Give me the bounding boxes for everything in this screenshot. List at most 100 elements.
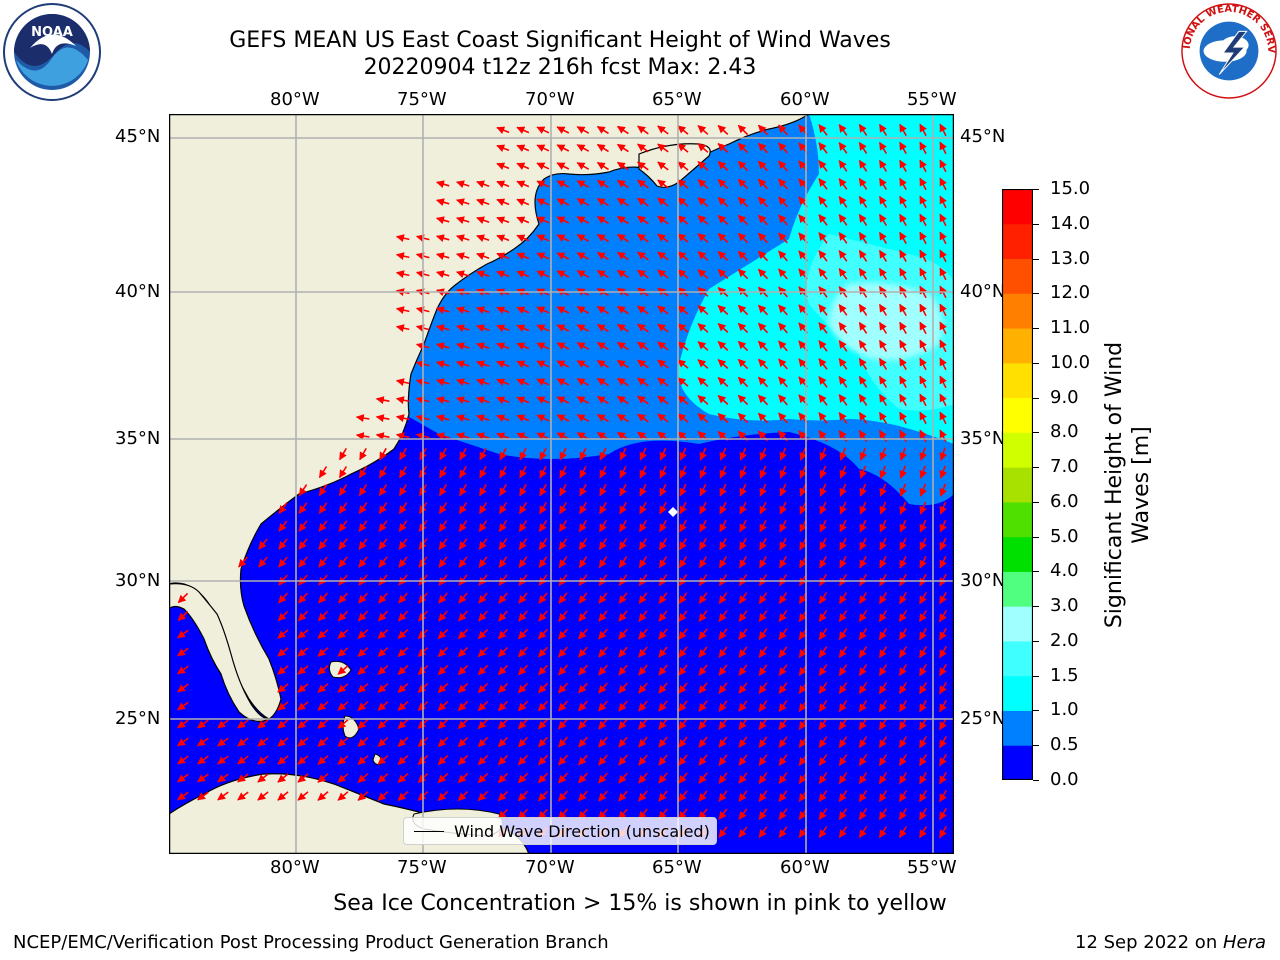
wave-direction-arrow — [838, 646, 848, 659]
wave-direction-arrow — [638, 736, 648, 748]
wave-direction-arrow — [398, 610, 408, 622]
wave-direction-arrow — [616, 359, 629, 369]
wave-direction-arrow — [318, 556, 328, 568]
wave-direction-arrow — [576, 396, 590, 404]
wave-direction-arrow — [878, 664, 888, 677]
wave-direction-arrow — [678, 718, 688, 730]
footer-left: NCEP/EMC/Verification Post Processing Pr… — [13, 932, 609, 953]
wave-direction-arrow — [697, 413, 709, 423]
wave-direction-arrow — [458, 556, 468, 568]
wave-direction-arrow — [598, 610, 608, 622]
wave-direction-arrow — [898, 664, 908, 677]
wave-direction-arrow — [778, 412, 788, 424]
wave-direction-arrow — [759, 501, 767, 515]
wave-direction-arrow — [697, 197, 709, 207]
wave-direction-arrow — [436, 216, 450, 225]
wave-direction-arrow — [757, 376, 769, 388]
wave-direction-arrow — [659, 465, 667, 479]
wave-direction-arrow — [678, 592, 688, 604]
wave-direction-arrow — [539, 465, 547, 479]
wave-direction-arrow — [738, 664, 748, 676]
lon-tick-top: 75°W — [397, 89, 447, 110]
wave-direction-arrow — [637, 197, 649, 207]
wave-direction-arrow — [757, 124, 769, 136]
wave-direction-arrow — [757, 196, 769, 208]
wave-direction-arrow — [677, 197, 689, 207]
lat-tick-right: 35°N — [960, 428, 1006, 449]
wave-direction-arrow — [697, 233, 709, 243]
wave-direction-arrow — [639, 465, 647, 479]
wave-direction-arrow — [939, 429, 947, 443]
wave-direction-arrow — [678, 664, 688, 676]
colorbar-tick-mark — [1033, 606, 1039, 608]
wave-direction-arrow — [677, 269, 689, 279]
colorbar-segment — [1002, 328, 1033, 364]
lon-tick-top: 80°W — [270, 89, 320, 110]
wave-direction-arrow — [596, 323, 609, 333]
colorbar-tick-mark — [1033, 710, 1039, 712]
wave-direction-arrow — [738, 682, 748, 694]
wave-direction-arrow — [598, 646, 608, 658]
wave-direction-arrow — [717, 161, 729, 171]
wave-direction-arrow — [878, 303, 888, 316]
wave-direction-arrow — [616, 269, 629, 279]
wave-direction-arrow — [858, 664, 868, 677]
wave-direction-arrow — [698, 646, 708, 658]
wave-direction-arrow — [818, 340, 828, 352]
wave-direction-arrow — [757, 412, 769, 424]
wave-direction-arrow — [838, 358, 848, 370]
wave-direction-arrow — [799, 537, 807, 551]
wave-direction-arrow — [395, 414, 410, 423]
wave-direction-arrow — [898, 700, 908, 713]
colorbar-segment — [1002, 362, 1033, 399]
wave-direction-arrow — [578, 538, 588, 551]
wave-direction-arrow — [819, 537, 827, 551]
legend-line-swatch — [414, 830, 444, 832]
wave-direction-arrow — [739, 519, 747, 533]
wave-direction-arrow — [476, 270, 490, 279]
wave-direction-arrow — [476, 342, 490, 351]
colorbar-tick-label: 12.0 — [1050, 282, 1091, 304]
wave-direction-arrow — [697, 179, 709, 189]
wave-direction-arrow — [497, 628, 509, 640]
chart-title: GEFS MEAN US East Coast Significant Heig… — [229, 28, 891, 53]
wave-direction-arrow — [858, 357, 868, 370]
wave-direction-arrow — [538, 592, 548, 604]
wave-direction-arrow — [556, 378, 570, 386]
wave-direction-arrow — [819, 483, 827, 497]
wave-direction-arrow — [778, 232, 788, 244]
wave-direction-arrow — [718, 682, 728, 694]
wave-direction-arrow — [517, 682, 529, 694]
wave-direction-arrow — [298, 574, 308, 586]
wave-direction-arrow — [596, 413, 609, 423]
wave-direction-arrow — [899, 357, 907, 370]
wave-direction-arrow — [436, 378, 450, 387]
wave-direction-arrow — [718, 555, 728, 569]
wave-direction-arrow — [618, 592, 628, 604]
wave-direction-arrow — [478, 610, 488, 622]
wave-direction-arrow — [737, 340, 749, 352]
wave-direction-arrow — [939, 393, 947, 407]
wave-direction-arrow — [378, 556, 388, 568]
colorbar-tick-label: 8.0 — [1050, 421, 1079, 443]
wave-direction-arrow — [759, 465, 767, 479]
wave-direction-arrow — [576, 306, 590, 314]
wave-direction-arrow — [778, 340, 788, 352]
wave-direction-arrow — [919, 465, 928, 479]
wave-direction-arrow — [677, 179, 689, 189]
wave-direction-arrow — [598, 700, 608, 712]
wave-direction-arrow — [697, 377, 709, 387]
wave-direction-arrow — [436, 396, 450, 405]
wave-direction-arrow — [658, 610, 668, 622]
wave-direction-arrow — [257, 737, 269, 747]
wave-direction-arrow — [719, 447, 727, 461]
colorbar-tick-mark — [1033, 223, 1039, 225]
wave-direction-arrow — [456, 414, 470, 423]
wave-direction-arrow — [458, 502, 468, 515]
wave-band-2-0 — [829, 282, 943, 360]
wave-direction-arrow — [536, 342, 550, 350]
wave-direction-arrow — [499, 465, 507, 479]
north-america-land — [168, 113, 811, 720]
wave-direction-arrow — [657, 359, 669, 369]
wave-direction-arrow — [476, 306, 490, 315]
